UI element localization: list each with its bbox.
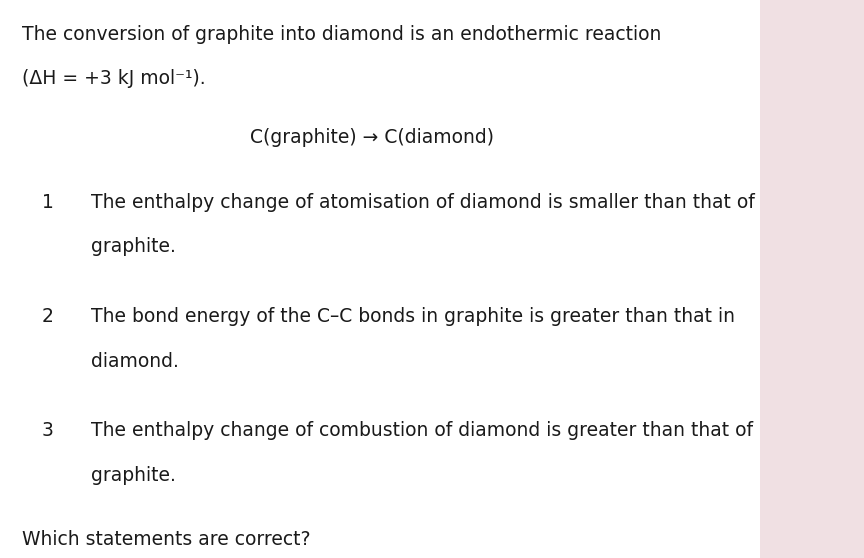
Text: 3: 3 [41,421,54,440]
Text: Which statements are correct?: Which statements are correct? [22,530,310,549]
Text: The enthalpy change of combustion of diamond is greater than that of: The enthalpy change of combustion of dia… [91,421,753,440]
Text: The bond energy of the C–C bonds in graphite is greater than that in: The bond energy of the C–C bonds in grap… [91,307,734,326]
Text: graphite.: graphite. [91,237,175,256]
Text: The conversion of graphite into diamond is an endothermic reaction: The conversion of graphite into diamond … [22,25,661,44]
Text: The enthalpy change of atomisation of diamond is smaller than that of: The enthalpy change of atomisation of di… [91,193,754,211]
Text: (ΔH = +3 kJ mol⁻¹).: (ΔH = +3 kJ mol⁻¹). [22,69,206,88]
Text: graphite.: graphite. [91,466,175,485]
Text: diamond.: diamond. [91,352,179,371]
Text: 1: 1 [41,193,54,211]
Text: 2: 2 [41,307,54,326]
Text: C(graphite) → C(diamond): C(graphite) → C(diamond) [250,128,493,147]
